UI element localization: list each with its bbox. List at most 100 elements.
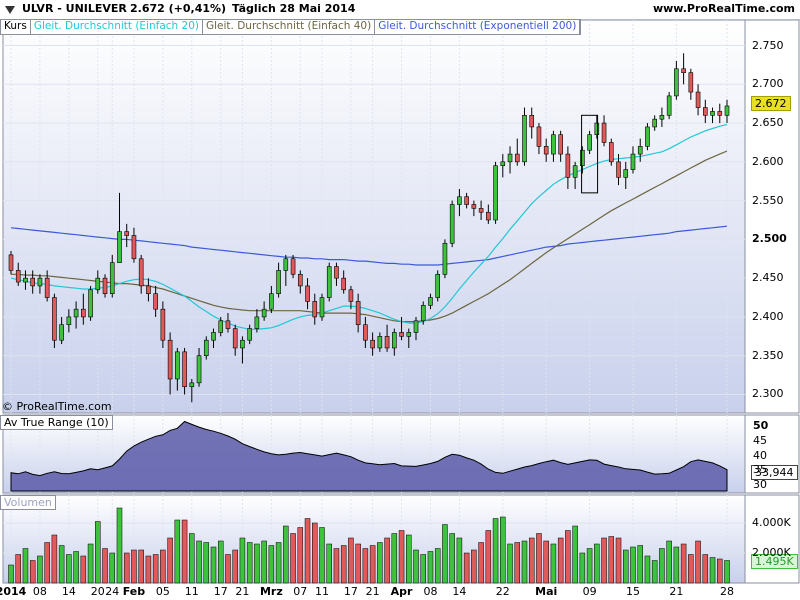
volume-bar — [116, 507, 123, 584]
volume-bar — [557, 537, 564, 584]
price-tick-label: 2.600 — [752, 154, 784, 168]
candle-body — [102, 277, 108, 294]
candle-body — [276, 270, 281, 294]
candle-body — [514, 153, 520, 163]
time-tick-label: 05 — [155, 585, 170, 598]
candle-body — [160, 308, 166, 341]
volume-bar — [709, 557, 716, 584]
volume-bar — [413, 549, 419, 584]
candle-body — [95, 277, 101, 291]
volume-bar — [362, 548, 369, 584]
volume-bar — [312, 522, 318, 584]
candle-body — [44, 277, 50, 298]
time-tick-label: 14 — [452, 585, 467, 598]
price-tag: 2.672 — [751, 96, 791, 111]
candle-body — [558, 134, 563, 155]
volume-bar — [174, 519, 181, 584]
volume-bar — [333, 548, 340, 584]
candle-body — [305, 285, 310, 302]
volume-title[interactable]: Volumen — [0, 495, 56, 510]
volume-bar — [702, 554, 709, 584]
price-tick-label: 2.650 — [752, 116, 784, 130]
site-url[interactable]: www.ProRealTime.com — [652, 2, 795, 15]
candle-body — [66, 316, 72, 325]
time-tick-label: 14 — [61, 585, 76, 598]
volume-bar — [181, 519, 188, 584]
volume-bar — [420, 554, 426, 584]
candle-body — [225, 320, 231, 329]
legend-sma20[interactable]: Gleit. Durchschnitt (Einfach 20) — [31, 20, 203, 34]
volume-bar — [572, 525, 578, 584]
volume-bar — [456, 537, 463, 584]
time-tick-label: 07 — [293, 585, 308, 598]
candle-body — [232, 328, 238, 349]
candle-body — [630, 153, 636, 170]
candle-body — [326, 266, 332, 298]
volume-bar — [210, 546, 217, 584]
volume-bar — [673, 546, 680, 584]
candle-body — [15, 270, 21, 283]
volume-bar — [427, 551, 434, 584]
atr-title[interactable]: Av True Range (10) — [0, 415, 113, 430]
candle-body — [52, 297, 57, 341]
candle-body — [703, 107, 708, 116]
candle-body — [297, 273, 303, 287]
collapse-arrow-icon[interactable] — [3, 3, 17, 17]
volume-bar — [138, 549, 144, 584]
volume-bar — [290, 533, 296, 584]
volume-bar — [666, 540, 672, 584]
volume-bar — [471, 549, 477, 584]
time-tick-label: 21 — [365, 585, 380, 598]
candle-body — [608, 142, 614, 163]
volume-bar — [463, 552, 470, 584]
atr-panel-axis-bg — [744, 414, 800, 494]
volume-bar — [500, 516, 506, 584]
volume-bar — [579, 552, 586, 584]
candle-body — [399, 332, 404, 337]
candle-body — [442, 242, 448, 275]
volume-bar — [398, 530, 405, 584]
volume-bar — [514, 542, 521, 584]
candle-body — [341, 277, 346, 291]
legend-kurs[interactable]: Kurs — [1, 20, 31, 34]
price-tick-label: 2.500 — [752, 232, 787, 246]
volume-bar — [391, 533, 398, 584]
candle-body — [428, 297, 433, 306]
atr-tick-label: 35 — [753, 463, 767, 477]
candle-body — [167, 339, 173, 380]
volume-bar — [275, 542, 282, 584]
legend-ema200[interactable]: Gleit. Durchschnitt (Exponentiell 200) — [375, 20, 581, 34]
volume-bar — [203, 542, 210, 584]
candle-body — [370, 339, 375, 349]
time-tick-label: Apr — [390, 585, 413, 598]
candle-body — [522, 115, 527, 163]
time-tick-label: 2014 — [0, 585, 27, 598]
price-panel-axis-bg — [744, 19, 800, 414]
time-tick-label: 24 — [105, 585, 120, 598]
volume-bar — [51, 534, 58, 584]
price-tick-label: 2.450 — [752, 271, 784, 285]
candle-body — [580, 149, 585, 167]
candle-body — [594, 122, 600, 135]
volume-bar — [66, 554, 72, 584]
sma40-line — [11, 150, 728, 323]
legend-sma40[interactable]: Gleit. Durchschnitt (Einfach 40) — [203, 20, 376, 34]
volume-bar — [131, 549, 137, 584]
candle-body — [211, 332, 216, 341]
volume-bar — [22, 548, 29, 584]
volume-bar — [637, 545, 643, 584]
volume-bar — [528, 537, 535, 584]
candle-body — [218, 320, 224, 333]
volume-bar — [348, 537, 354, 584]
price-change: 2.672 (+0,41%) — [130, 2, 227, 15]
volume-bar — [304, 518, 311, 584]
time-tick-label: 15 — [625, 585, 640, 598]
volume-bar — [659, 548, 665, 584]
volume-bar — [239, 537, 246, 584]
candle-body — [529, 115, 535, 128]
candle-body — [334, 266, 339, 279]
price-tick-label: 2.700 — [752, 77, 784, 91]
volume-bar — [644, 555, 651, 584]
volume-bar — [58, 545, 65, 584]
candle-body — [138, 258, 144, 287]
